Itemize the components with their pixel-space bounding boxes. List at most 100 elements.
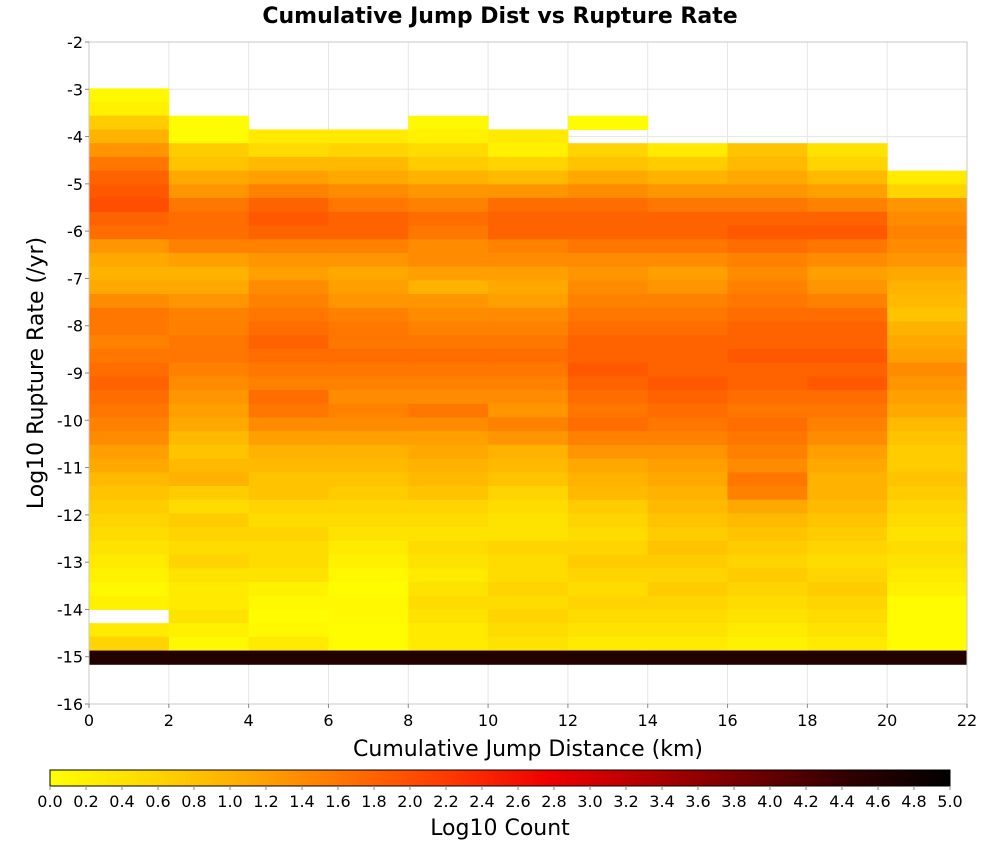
heatmap-cell	[168, 513, 250, 528]
heatmap-cell	[647, 266, 729, 281]
x-tick-label: 18	[797, 711, 817, 730]
heatmap-cell	[807, 170, 888, 185]
heatmap-cell	[647, 239, 729, 254]
heatmap-cell	[567, 239, 649, 254]
heatmap-cell	[488, 527, 569, 542]
heatmap-cell	[727, 403, 808, 418]
heatmap-cell	[89, 582, 170, 597]
heatmap-cell	[89, 431, 170, 446]
heatmap-cell	[328, 650, 409, 665]
heatmap-cell	[488, 198, 569, 213]
colorbar	[49, 769, 951, 787]
heatmap-cell	[647, 609, 729, 624]
heatmap-cell	[488, 609, 569, 624]
heatmap-cell	[887, 280, 968, 295]
heatmap-cell	[567, 417, 649, 432]
heatmap-cell	[647, 431, 729, 446]
heatmap-cell	[89, 403, 170, 418]
heatmap-cell	[488, 143, 569, 158]
colorbar-tick-label: 4.2	[793, 792, 818, 811]
heatmap-cell	[408, 280, 489, 295]
heatmap-cell	[727, 335, 808, 350]
heatmap-cell	[567, 431, 649, 446]
heatmap-cell	[727, 362, 808, 377]
heatmap-cell	[647, 554, 729, 569]
heatmap-cell	[727, 307, 808, 322]
heatmap-cell	[567, 266, 649, 281]
heatmap-cell	[328, 623, 409, 638]
heatmap-cell	[89, 650, 170, 665]
colorbar-tick-label: 2.0	[397, 792, 422, 811]
heatmap-cell	[168, 170, 250, 185]
y-tick-label: -15	[57, 648, 83, 667]
heatmap-cell	[168, 623, 250, 638]
heatmap-cell	[488, 431, 569, 446]
heatmap-cell	[248, 527, 329, 542]
heatmap-cell	[248, 376, 329, 391]
heatmap-cell	[408, 403, 489, 418]
heatmap-cell	[168, 650, 250, 665]
colorbar-tick-label: 3.8	[721, 792, 746, 811]
heatmap-cell	[647, 499, 729, 514]
heatmap-cell	[328, 280, 409, 295]
heatmap-cell	[89, 280, 170, 295]
colorbar-tick-label: 0.2	[73, 792, 98, 811]
heatmap-cell	[328, 225, 409, 240]
heatmap-cell	[647, 348, 729, 364]
y-tick-label: -14	[57, 600, 83, 619]
heatmap-cell	[488, 294, 569, 309]
heatmap-cell	[488, 184, 569, 199]
heatmap-cell	[488, 348, 569, 364]
heatmap-cell	[488, 307, 569, 322]
heatmap-cell	[168, 321, 250, 336]
heatmap-cell	[727, 650, 808, 665]
heatmap-cell	[647, 211, 729, 226]
heatmap-cell	[89, 376, 170, 391]
heatmap-cell	[488, 554, 569, 569]
heatmap-cell	[168, 390, 250, 405]
heatmap-cell	[248, 252, 329, 268]
colorbar-tick-label: 1.0	[217, 792, 242, 811]
heatmap-cell	[248, 294, 329, 309]
heatmap-cell	[408, 156, 489, 172]
heatmap-cell	[647, 390, 729, 405]
heatmap-cell	[408, 458, 489, 473]
heatmap-cell	[887, 513, 968, 528]
heatmap-cell	[887, 472, 968, 487]
colorbar-tick-label: 4.0	[757, 792, 782, 811]
heatmap-cell	[647, 417, 729, 432]
heatmap-cell	[647, 362, 729, 377]
heatmap-cell	[567, 650, 649, 665]
heatmap-cell	[727, 348, 808, 364]
heatmap-cell	[89, 513, 170, 528]
heatmap-cell	[727, 636, 808, 652]
heatmap-cell	[328, 252, 409, 268]
heatmap-cell	[488, 623, 569, 638]
heatmap-cell	[887, 225, 968, 240]
heatmap-cell	[567, 307, 649, 322]
heatmap-cell	[89, 554, 170, 569]
heatmap-cell	[727, 239, 808, 254]
heatmap-cell	[168, 636, 250, 652]
heatmap-cell	[89, 486, 170, 501]
heatmap-cell	[727, 540, 808, 556]
y-tick-label: -12	[57, 506, 83, 525]
heatmap-cell	[328, 266, 409, 281]
heatmap-cell	[887, 458, 968, 473]
heatmap-cell	[567, 294, 649, 309]
heatmap-cell	[488, 582, 569, 597]
heatmap-cell	[567, 184, 649, 199]
heatmap-cell	[488, 595, 569, 610]
heatmap-cell	[807, 513, 888, 528]
heatmap-cell	[408, 431, 489, 446]
colorbar-tick-label: 1.6	[325, 792, 350, 811]
heatmap-cell	[727, 376, 808, 391]
heatmap-cell	[807, 390, 888, 405]
heatmap-cell	[647, 252, 729, 268]
heatmap-cell	[727, 252, 808, 268]
heatmap-cell	[408, 252, 489, 268]
heatmap-cell	[727, 609, 808, 624]
heatmap-cell	[328, 527, 409, 542]
y-axis-label: Log10 Rupture Rate (/yr)	[24, 237, 49, 509]
x-tick-label: 2	[164, 711, 174, 730]
